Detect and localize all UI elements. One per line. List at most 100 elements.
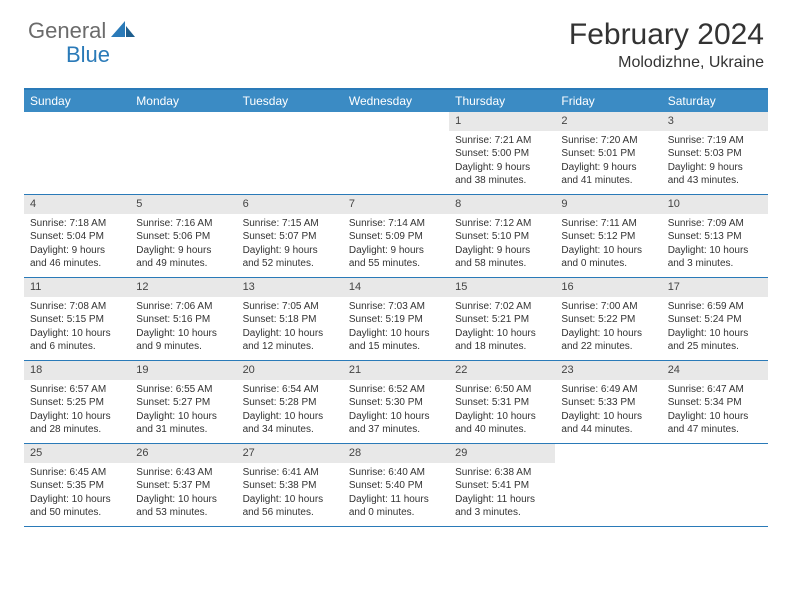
day-detail-line: Daylight: 10 hours and 47 minutes. bbox=[668, 410, 762, 437]
day-detail-line: Sunset: 5:06 PM bbox=[136, 230, 230, 244]
day-cell: 11Sunrise: 7:08 AMSunset: 5:15 PMDayligh… bbox=[24, 278, 130, 360]
day-detail-line: Sunrise: 7:14 AM bbox=[349, 217, 443, 231]
day-detail-line: Sunset: 5:22 PM bbox=[561, 313, 655, 327]
day-number: 6 bbox=[237, 195, 343, 214]
day-detail-line: Sunset: 5:09 PM bbox=[349, 230, 443, 244]
day-cell: 12Sunrise: 7:06 AMSunset: 5:16 PMDayligh… bbox=[130, 278, 236, 360]
header: GeneralBlue February 2024 Molodizhne, Uk… bbox=[0, 0, 792, 80]
day-cell bbox=[662, 444, 768, 526]
day-detail-line: Sunrise: 6:45 AM bbox=[30, 466, 124, 480]
day-detail-line: Sunrise: 6:41 AM bbox=[243, 466, 337, 480]
day-number: 8 bbox=[449, 195, 555, 214]
day-detail-line: Sunrise: 7:08 AM bbox=[30, 300, 124, 314]
day-detail-line: Sunset: 5:07 PM bbox=[243, 230, 337, 244]
week-row: 11Sunrise: 7:08 AMSunset: 5:15 PMDayligh… bbox=[24, 278, 768, 361]
day-detail-line: Daylight: 10 hours and 50 minutes. bbox=[30, 493, 124, 520]
location-label: Molodizhne, Ukraine bbox=[569, 54, 764, 72]
day-body: Sunrise: 6:49 AMSunset: 5:33 PMDaylight:… bbox=[555, 380, 661, 442]
day-detail-line: Sunset: 5:03 PM bbox=[668, 147, 762, 161]
day-detail-line: Daylight: 10 hours and 34 minutes. bbox=[243, 410, 337, 437]
day-body bbox=[24, 116, 130, 124]
day-cell: 18Sunrise: 6:57 AMSunset: 5:25 PMDayligh… bbox=[24, 361, 130, 443]
day-detail-line: Sunset: 5:01 PM bbox=[561, 147, 655, 161]
day-detail-line: Daylight: 11 hours and 0 minutes. bbox=[349, 493, 443, 520]
day-detail-line: Sunrise: 6:40 AM bbox=[349, 466, 443, 480]
day-detail-line: Sunset: 5:37 PM bbox=[136, 479, 230, 493]
day-detail-line: Sunset: 5:27 PM bbox=[136, 396, 230, 410]
week-row: 1Sunrise: 7:21 AMSunset: 5:00 PMDaylight… bbox=[24, 112, 768, 195]
day-number: 24 bbox=[662, 361, 768, 380]
day-cell: 2Sunrise: 7:20 AMSunset: 5:01 PMDaylight… bbox=[555, 112, 661, 194]
day-detail-line: Sunrise: 7:21 AM bbox=[455, 134, 549, 148]
day-body: Sunrise: 6:45 AMSunset: 5:35 PMDaylight:… bbox=[24, 463, 130, 525]
day-detail-line: Sunset: 5:41 PM bbox=[455, 479, 549, 493]
week-row: 4Sunrise: 7:18 AMSunset: 5:04 PMDaylight… bbox=[24, 195, 768, 278]
day-detail-line: Sunrise: 7:16 AM bbox=[136, 217, 230, 231]
day-detail-line: Daylight: 9 hours and 52 minutes. bbox=[243, 244, 337, 271]
day-detail-line: Daylight: 10 hours and 25 minutes. bbox=[668, 327, 762, 354]
calendar: Sunday Monday Tuesday Wednesday Thursday… bbox=[24, 88, 768, 527]
day-detail-line: Daylight: 9 hours and 38 minutes. bbox=[455, 161, 549, 188]
day-body: Sunrise: 7:16 AMSunset: 5:06 PMDaylight:… bbox=[130, 214, 236, 276]
day-detail-line: Sunrise: 7:03 AM bbox=[349, 300, 443, 314]
day-body: Sunrise: 7:14 AMSunset: 5:09 PMDaylight:… bbox=[343, 214, 449, 276]
day-detail-line: Daylight: 10 hours and 40 minutes. bbox=[455, 410, 549, 437]
day-number: 7 bbox=[343, 195, 449, 214]
day-detail-line: Daylight: 10 hours and 56 minutes. bbox=[243, 493, 337, 520]
day-detail-line: Sunrise: 6:57 AM bbox=[30, 383, 124, 397]
day-cell: 9Sunrise: 7:11 AMSunset: 5:12 PMDaylight… bbox=[555, 195, 661, 277]
day-detail-line: Sunrise: 7:19 AM bbox=[668, 134, 762, 148]
day-detail-line: Sunset: 5:10 PM bbox=[455, 230, 549, 244]
day-number: 10 bbox=[662, 195, 768, 214]
day-detail-line: Sunset: 5:00 PM bbox=[455, 147, 549, 161]
day-body: Sunrise: 7:02 AMSunset: 5:21 PMDaylight:… bbox=[449, 297, 555, 359]
day-number: 18 bbox=[24, 361, 130, 380]
day-number: 22 bbox=[449, 361, 555, 380]
day-detail-line: Daylight: 10 hours and 28 minutes. bbox=[30, 410, 124, 437]
weekday-saturday: Saturday bbox=[662, 90, 768, 112]
day-body: Sunrise: 7:11 AMSunset: 5:12 PMDaylight:… bbox=[555, 214, 661, 276]
day-cell: 20Sunrise: 6:54 AMSunset: 5:28 PMDayligh… bbox=[237, 361, 343, 443]
day-cell: 19Sunrise: 6:55 AMSunset: 5:27 PMDayligh… bbox=[130, 361, 236, 443]
day-detail-line: Sunset: 5:30 PM bbox=[349, 396, 443, 410]
day-body: Sunrise: 7:18 AMSunset: 5:04 PMDaylight:… bbox=[24, 214, 130, 276]
day-body: Sunrise: 6:41 AMSunset: 5:38 PMDaylight:… bbox=[237, 463, 343, 525]
day-body: Sunrise: 7:20 AMSunset: 5:01 PMDaylight:… bbox=[555, 131, 661, 193]
day-number: 26 bbox=[130, 444, 236, 463]
day-detail-line: Sunset: 5:15 PM bbox=[30, 313, 124, 327]
day-body: Sunrise: 6:50 AMSunset: 5:31 PMDaylight:… bbox=[449, 380, 555, 442]
day-detail-line: Daylight: 10 hours and 22 minutes. bbox=[561, 327, 655, 354]
day-cell: 22Sunrise: 6:50 AMSunset: 5:31 PMDayligh… bbox=[449, 361, 555, 443]
day-cell: 13Sunrise: 7:05 AMSunset: 5:18 PMDayligh… bbox=[237, 278, 343, 360]
day-detail-line: Sunset: 5:21 PM bbox=[455, 313, 549, 327]
day-body bbox=[130, 116, 236, 124]
day-detail-line: Daylight: 9 hours and 43 minutes. bbox=[668, 161, 762, 188]
day-detail-line: Sunset: 5:31 PM bbox=[455, 396, 549, 410]
day-number: 14 bbox=[343, 278, 449, 297]
day-number: 9 bbox=[555, 195, 661, 214]
day-detail-line: Sunrise: 7:18 AM bbox=[30, 217, 124, 231]
day-cell: 10Sunrise: 7:09 AMSunset: 5:13 PMDayligh… bbox=[662, 195, 768, 277]
day-cell: 29Sunrise: 6:38 AMSunset: 5:41 PMDayligh… bbox=[449, 444, 555, 526]
day-number: 25 bbox=[24, 444, 130, 463]
day-body bbox=[662, 448, 768, 456]
day-detail-line: Daylight: 11 hours and 3 minutes. bbox=[455, 493, 549, 520]
weekday-monday: Monday bbox=[130, 90, 236, 112]
day-detail-line: Sunrise: 7:05 AM bbox=[243, 300, 337, 314]
day-detail-line: Daylight: 10 hours and 9 minutes. bbox=[136, 327, 230, 354]
day-body: Sunrise: 6:55 AMSunset: 5:27 PMDaylight:… bbox=[130, 380, 236, 442]
day-cell: 7Sunrise: 7:14 AMSunset: 5:09 PMDaylight… bbox=[343, 195, 449, 277]
day-number: 28 bbox=[343, 444, 449, 463]
day-cell bbox=[24, 112, 130, 194]
day-detail-line: Daylight: 10 hours and 37 minutes. bbox=[349, 410, 443, 437]
day-number: 21 bbox=[343, 361, 449, 380]
day-detail-line: Sunset: 5:13 PM bbox=[668, 230, 762, 244]
day-body: Sunrise: 7:12 AMSunset: 5:10 PMDaylight:… bbox=[449, 214, 555, 276]
day-detail-line: Sunset: 5:12 PM bbox=[561, 230, 655, 244]
day-cell: 5Sunrise: 7:16 AMSunset: 5:06 PMDaylight… bbox=[130, 195, 236, 277]
weekday-thursday: Thursday bbox=[449, 90, 555, 112]
day-detail-line: Daylight: 10 hours and 6 minutes. bbox=[30, 327, 124, 354]
day-body: Sunrise: 7:05 AMSunset: 5:18 PMDaylight:… bbox=[237, 297, 343, 359]
day-cell: 25Sunrise: 6:45 AMSunset: 5:35 PMDayligh… bbox=[24, 444, 130, 526]
day-cell: 21Sunrise: 6:52 AMSunset: 5:30 PMDayligh… bbox=[343, 361, 449, 443]
